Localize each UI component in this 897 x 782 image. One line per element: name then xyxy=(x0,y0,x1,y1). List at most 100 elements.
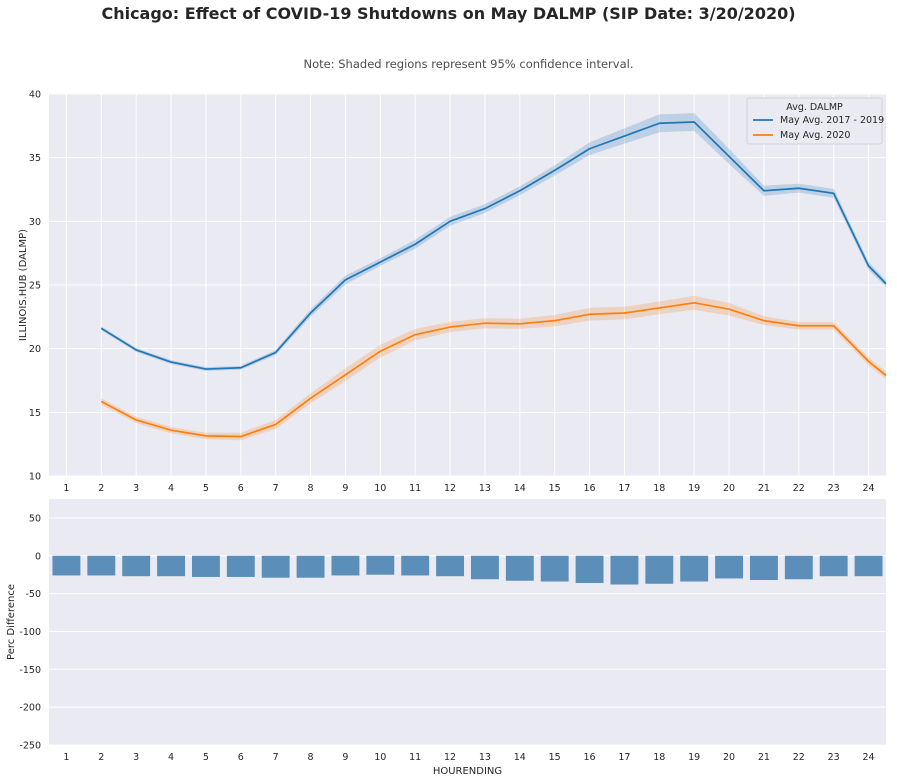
x-tick-label: 9 xyxy=(342,752,348,763)
x-tick-label: 23 xyxy=(828,483,840,494)
x-tick-label: 13 xyxy=(479,752,491,763)
bar xyxy=(87,555,116,576)
bar xyxy=(261,555,290,578)
bar xyxy=(122,555,151,577)
x-tick-label: 5 xyxy=(203,752,209,763)
bar xyxy=(331,555,360,576)
x-tick-label: 1 xyxy=(63,752,69,763)
x-tick-label: 4 xyxy=(168,752,174,763)
y-tick-label: -100 xyxy=(19,627,41,638)
x-tick-label: 2 xyxy=(98,483,104,494)
x-tick-label: 24 xyxy=(863,752,875,763)
x-tick-label: 1 xyxy=(63,483,69,494)
x-tick-label: 2 xyxy=(98,752,104,763)
x-tick-label: 11 xyxy=(409,752,421,763)
line-chart-panel: 1 2 3 4 5 6 7 8 9 10 11 12 13 14 15 16 17 18 19 20 21 22 23 241… xyxy=(18,90,887,494)
y-tick-label: 20 xyxy=(29,344,41,355)
y-tick-label: 15 xyxy=(29,408,41,419)
bar xyxy=(157,555,186,577)
bar xyxy=(505,555,534,581)
x-tick-label: 15 xyxy=(549,752,561,763)
x-tick-label: 19 xyxy=(688,752,700,763)
legend-label-2: May Avg. 2020 xyxy=(780,130,850,141)
y-tick-label: 10 xyxy=(29,472,41,483)
bar xyxy=(784,555,813,580)
bar xyxy=(819,555,848,577)
legend-label-1: May Avg. 2017 - 2019 xyxy=(780,115,884,126)
x-tick-label: 7 xyxy=(273,752,279,763)
y-tick-label: 0 xyxy=(35,551,41,562)
x-tick-label: 3 xyxy=(133,483,139,494)
x-tick-label: 4 xyxy=(168,483,174,494)
bar-chart-panel: 1 2 3 4 5 6 7 8 9 10 11 12 13 14 15 16 17 18 19 20 21 22 23 24-… xyxy=(6,499,886,777)
plot-background xyxy=(49,499,886,745)
x-tick-label: 16 xyxy=(584,752,596,763)
y-tick-label: 35 xyxy=(29,153,41,164)
x-tick-label: 8 xyxy=(308,752,314,763)
x-tick-label: 18 xyxy=(653,483,665,494)
y-tick-label: -200 xyxy=(19,703,41,714)
x-tick-label: 8 xyxy=(308,483,314,494)
bar xyxy=(645,555,674,584)
x-tick-label: 20 xyxy=(723,483,735,494)
x-tick-label: 12 xyxy=(444,752,456,763)
x-tick-label: 6 xyxy=(238,483,244,494)
x-tick-label: 17 xyxy=(618,752,630,763)
x-tick-label: 16 xyxy=(584,483,596,494)
x-tick-label: 15 xyxy=(549,483,561,494)
x-tick-label: 18 xyxy=(653,752,665,763)
bar xyxy=(854,555,883,577)
bar xyxy=(366,555,395,575)
x-tick-label: 10 xyxy=(374,752,386,763)
bar xyxy=(226,555,255,577)
x-tick-label: 11 xyxy=(409,483,421,494)
legend-title: Avg. DALMP xyxy=(786,102,843,113)
bar xyxy=(436,555,465,577)
x-tick-label: 20 xyxy=(723,752,735,763)
x-tick-label: 14 xyxy=(514,483,526,494)
x-tick-label: 7 xyxy=(273,483,279,494)
x-tick-label: 23 xyxy=(828,752,840,763)
bar xyxy=(401,555,430,576)
x-tick-label: 14 xyxy=(514,752,526,763)
line-series-2 xyxy=(100,301,887,438)
bar xyxy=(52,555,81,576)
chart-title: Chicago: Effect of COVID-19 Shutdowns on… xyxy=(101,4,796,23)
x-tick-label: 21 xyxy=(758,483,770,494)
y-axis-label: Perc Difference xyxy=(6,584,17,660)
bar xyxy=(715,555,744,579)
x-tick-label: 3 xyxy=(133,752,139,763)
y-tick-label: -250 xyxy=(19,741,41,752)
y-tick-label: -150 xyxy=(19,665,41,676)
bar xyxy=(610,555,639,585)
y-tick-label: 40 xyxy=(29,90,41,101)
x-tick-label: 6 xyxy=(238,752,244,763)
y-tick-label: -50 xyxy=(25,589,41,600)
x-tick-label: 13 xyxy=(479,483,491,494)
x-tick-label: 17 xyxy=(618,483,630,494)
bar xyxy=(191,555,220,577)
x-tick-label: 9 xyxy=(342,483,348,494)
y-tick-label: 25 xyxy=(29,281,41,292)
legend-box xyxy=(746,97,883,145)
y-tick-label: 30 xyxy=(29,217,41,228)
bar xyxy=(575,555,604,584)
x-tick-label: 10 xyxy=(374,483,386,494)
bar xyxy=(749,555,778,580)
y-axis-label: ILLINOIS.HUB (DALMP) xyxy=(18,229,29,341)
bar xyxy=(540,555,569,582)
x-tick-label: 19 xyxy=(688,483,700,494)
x-tick-label: 5 xyxy=(203,483,209,494)
bar xyxy=(680,555,709,582)
chart-subtitle: Note: Shaded regions represent 95% confi… xyxy=(303,57,634,71)
x-tick-label: 22 xyxy=(793,483,805,494)
x-tick-label: 24 xyxy=(863,483,875,494)
x-tick-label: 12 xyxy=(444,483,456,494)
y-tick-label: 50 xyxy=(29,513,41,524)
x-axis-label: HOURENDING xyxy=(433,766,502,777)
confidence-band-series-2 xyxy=(101,295,886,441)
x-tick-label: 21 xyxy=(758,752,770,763)
x-tick-label: 22 xyxy=(793,752,805,763)
bar xyxy=(296,555,325,578)
